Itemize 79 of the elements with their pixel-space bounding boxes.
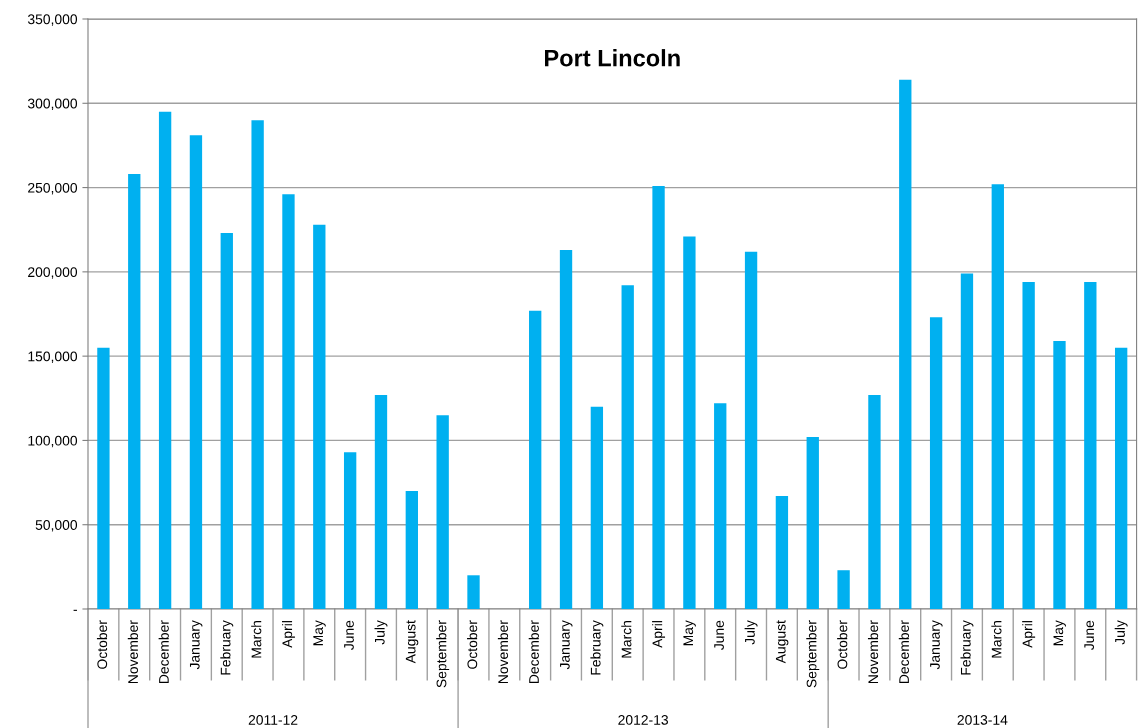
x-tick-label: January (189, 620, 203, 670)
bar (652, 185, 665, 609)
x-tick-label: April (652, 621, 666, 648)
x-tick-label: August (405, 620, 419, 664)
bar (744, 251, 758, 609)
y-tick-label: 250,000 (28, 182, 78, 195)
y-tick-label: 200,000 (28, 267, 78, 279)
bar (991, 184, 1004, 609)
bar (529, 310, 542, 609)
x-tick-label: March (991, 621, 1002, 658)
bar (374, 394, 388, 609)
x-tick-label: June (714, 620, 724, 651)
text: 2012-13 (618, 714, 669, 725)
bar (436, 415, 449, 609)
x-tick-label: December (528, 620, 539, 684)
y-tick-label: 50,000 (35, 520, 78, 532)
x-tick-label: May (683, 620, 696, 646)
x-tick-label: January (560, 620, 573, 670)
x-tick-label: January (930, 620, 943, 670)
x-tick-label: November (497, 620, 509, 684)
x-tick-label: August (775, 620, 789, 664)
bar (714, 403, 727, 609)
bar (405, 491, 418, 609)
bar (467, 575, 480, 609)
bar (683, 236, 696, 609)
bar (590, 406, 604, 609)
x-tick-label: February (590, 620, 604, 675)
x-tick-label: May (1053, 620, 1066, 646)
y-tick-label: - (73, 609, 77, 611)
x-tick-label: November (127, 620, 138, 684)
y-tick-label: 350,000 (27, 14, 78, 26)
bar (97, 347, 110, 609)
text: Port Lincoln (545, 49, 680, 67)
bar (868, 394, 881, 609)
bar (220, 233, 233, 609)
bar (1053, 340, 1066, 609)
text: 2013-14 (957, 714, 1008, 725)
bar (251, 120, 264, 609)
bar (929, 317, 943, 609)
text: 2011-12 (248, 714, 298, 725)
x-tick-label: May (313, 620, 326, 646)
bar (559, 249, 573, 609)
x-tick-label: April (1022, 621, 1036, 648)
bar (806, 437, 819, 609)
bar (1114, 347, 1128, 609)
bar (621, 285, 634, 609)
x-tick-label: November (867, 620, 879, 684)
y-tick-label: 100,000 (28, 435, 78, 448)
y-tick-label: 300,000 (27, 98, 78, 111)
x-tick-label: September (436, 620, 450, 688)
x-tick-label: April (281, 621, 295, 648)
x-tick-label: October (837, 620, 848, 669)
x-tick-label: October (96, 620, 108, 669)
bar (960, 273, 974, 609)
bar (1022, 281, 1035, 609)
bar (775, 496, 789, 609)
bar (158, 111, 172, 609)
x-tick-label: July (744, 620, 758, 645)
x-tick-label: July (1114, 620, 1128, 645)
x-tick-label: December (898, 620, 909, 684)
x-tick-label: July (374, 620, 388, 645)
x-tick-label: March (251, 621, 262, 658)
bar (313, 224, 326, 609)
x-tick-label: October (467, 620, 478, 669)
x-tick-label: June (1084, 620, 1095, 651)
bar (189, 135, 203, 609)
y-tick-label: 150,000 (28, 351, 78, 363)
x-tick-label: February (220, 620, 234, 675)
x-tick-label: June (344, 620, 354, 651)
bar (837, 570, 850, 609)
x-tick-label: September (806, 620, 820, 688)
bar (128, 174, 141, 609)
bar (282, 194, 295, 609)
x-tick-label: February (960, 620, 974, 675)
x-tick-label: December (158, 620, 169, 684)
bar (343, 452, 357, 609)
bar (1084, 281, 1097, 609)
x-tick-label: March (621, 621, 632, 658)
bar (899, 79, 912, 609)
